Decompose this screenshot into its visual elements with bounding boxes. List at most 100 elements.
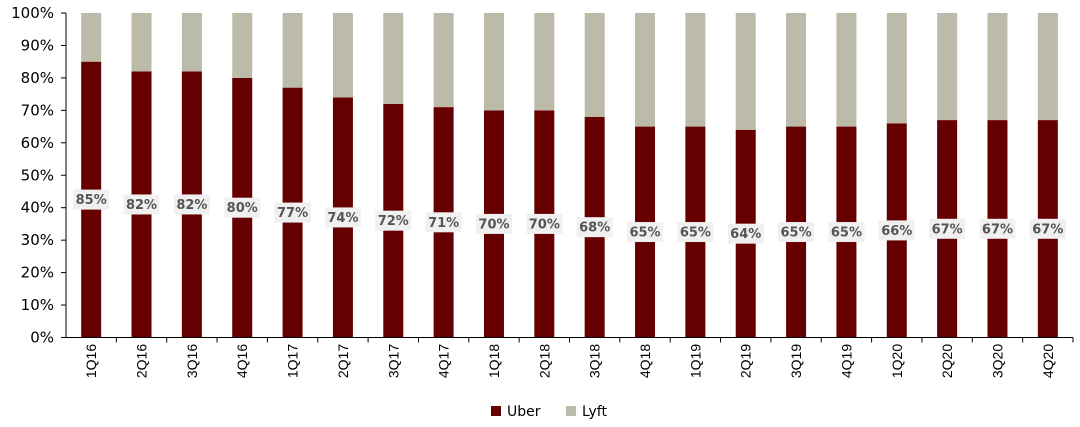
y-tick-label: 0% xyxy=(30,329,54,347)
y-tick-label: 80% xyxy=(21,69,54,87)
data-label-bg xyxy=(627,222,664,243)
data-label-bg xyxy=(173,194,210,215)
bar-lyft xyxy=(685,13,706,127)
data-label-bg xyxy=(979,218,1016,239)
x-tick-label: 1Q19 xyxy=(687,344,703,378)
y-tick-label: 100% xyxy=(11,4,54,22)
bar-lyft xyxy=(282,13,303,88)
data-label-uber: 80% xyxy=(227,201,258,216)
data-label-bg xyxy=(73,189,110,210)
x-tick-label: 3Q17 xyxy=(385,344,401,378)
legend-label-lyft: Lyft xyxy=(582,404,607,420)
x-tick-label: 3Q20 xyxy=(989,344,1005,378)
bar-lyft xyxy=(483,13,504,111)
data-label-uber: 66% xyxy=(881,224,912,239)
x-tick-label: 4Q19 xyxy=(838,344,854,378)
y-tick-label: 90% xyxy=(21,36,54,54)
data-label-bg xyxy=(929,218,966,239)
bar-lyft xyxy=(584,13,605,117)
x-tick-label: 3Q18 xyxy=(587,344,603,378)
data-label-uber: 67% xyxy=(1032,222,1063,237)
x-tick-label: 1Q16 xyxy=(83,344,99,378)
data-label-uber: 65% xyxy=(629,226,660,241)
bar-lyft xyxy=(635,13,656,127)
legend-swatch-lyft xyxy=(566,406,576,416)
data-label-uber: 65% xyxy=(680,226,711,241)
data-label-uber: 82% xyxy=(176,198,207,213)
data-label-bg xyxy=(878,220,915,241)
y-axis: 0% 10% 20% 30% 40% 50% 60% 70% 80% 90% 100% xyxy=(11,4,67,347)
data-label-uber: 71% xyxy=(428,216,459,231)
bars xyxy=(81,13,1058,338)
data-label-uber: 74% xyxy=(327,211,358,226)
bar-lyft xyxy=(81,13,102,62)
data-label-uber: 70% xyxy=(478,217,509,232)
data-label-uber: 67% xyxy=(932,222,963,237)
y-tick-label: 30% xyxy=(21,231,54,249)
bar-lyft xyxy=(383,13,404,104)
data-label-uber: 82% xyxy=(126,198,157,213)
legend: Uber Lyft xyxy=(491,404,607,420)
data-label-bg xyxy=(677,222,714,243)
data-label-bg xyxy=(828,222,865,243)
bar-lyft xyxy=(181,13,202,72)
data-label-uber: 68% xyxy=(579,221,610,236)
legend-label-uber: Uber xyxy=(507,404,541,420)
data-label-uber: 64% xyxy=(730,227,761,242)
data-label-uber: 77% xyxy=(277,206,308,221)
x-tick-label: 3Q19 xyxy=(788,344,804,378)
data-label-uber: 85% xyxy=(76,193,107,208)
x-axis: 1Q16 2Q16 3Q16 4Q16 1Q17 2Q17 3Q17 4Q17 1Q18 2Q18… xyxy=(66,337,1074,378)
legend-swatch-uber xyxy=(491,406,501,416)
bar-lyft xyxy=(786,13,807,127)
bar-lyft xyxy=(987,13,1008,121)
bar-lyft xyxy=(735,13,756,130)
data-label-uber: 72% xyxy=(378,214,409,229)
bar-lyft xyxy=(433,13,454,108)
data-label-bg xyxy=(1029,218,1066,239)
x-tick-label: 4Q16 xyxy=(234,344,250,378)
y-tick-label: 20% xyxy=(21,264,54,282)
data-label-uber: 65% xyxy=(831,226,862,241)
data-label-bg xyxy=(375,210,412,231)
bar-lyft xyxy=(534,13,555,111)
y-tick-label: 40% xyxy=(21,199,54,217)
data-label-bg xyxy=(526,213,563,234)
x-tick-label: 2Q19 xyxy=(738,344,754,378)
x-tick-label: 2Q18 xyxy=(536,344,552,378)
data-label-bg xyxy=(727,223,764,244)
x-tick-label: 3Q16 xyxy=(184,344,200,378)
y-tick-label: 10% xyxy=(21,296,54,314)
data-label-bg xyxy=(324,207,361,228)
x-tick-label: 1Q17 xyxy=(285,344,301,378)
y-tick-label: 70% xyxy=(21,101,54,119)
x-tick-label: 2Q17 xyxy=(335,344,351,378)
x-tick-label: 4Q20 xyxy=(1040,344,1056,378)
bar-lyft xyxy=(332,13,353,98)
data-label-bg xyxy=(425,212,462,233)
data-label-uber: 65% xyxy=(781,226,812,241)
bar-lyft xyxy=(131,13,152,72)
y-tick-label: 60% xyxy=(21,134,54,152)
x-tick-label: 4Q17 xyxy=(436,344,452,378)
x-tick-label: 1Q18 xyxy=(486,344,502,378)
data-label-bg xyxy=(224,197,261,218)
y-tick-label: 50% xyxy=(21,166,54,184)
data-label-bg xyxy=(475,213,512,234)
data-label-bg xyxy=(274,202,311,223)
data-label-bg xyxy=(123,194,160,215)
data-label-uber: 70% xyxy=(529,217,560,232)
x-tick-label: 2Q16 xyxy=(134,344,150,378)
bar-lyft xyxy=(232,13,253,78)
data-label-bg xyxy=(576,217,613,238)
bar-lyft xyxy=(937,13,958,121)
bar-lyft xyxy=(836,13,857,127)
data-labels: 85% 82% 82% 80% 77% 74% 72% 71% 70% 70% 68% 65% 65% 6… xyxy=(73,189,1066,244)
x-tick-label: 1Q20 xyxy=(889,344,905,378)
x-tick-label: 4Q18 xyxy=(637,344,653,378)
bar-lyft xyxy=(886,13,907,124)
x-tick-label: 2Q20 xyxy=(939,344,955,378)
bar-lyft xyxy=(1037,13,1058,121)
data-label-bg xyxy=(778,222,815,243)
